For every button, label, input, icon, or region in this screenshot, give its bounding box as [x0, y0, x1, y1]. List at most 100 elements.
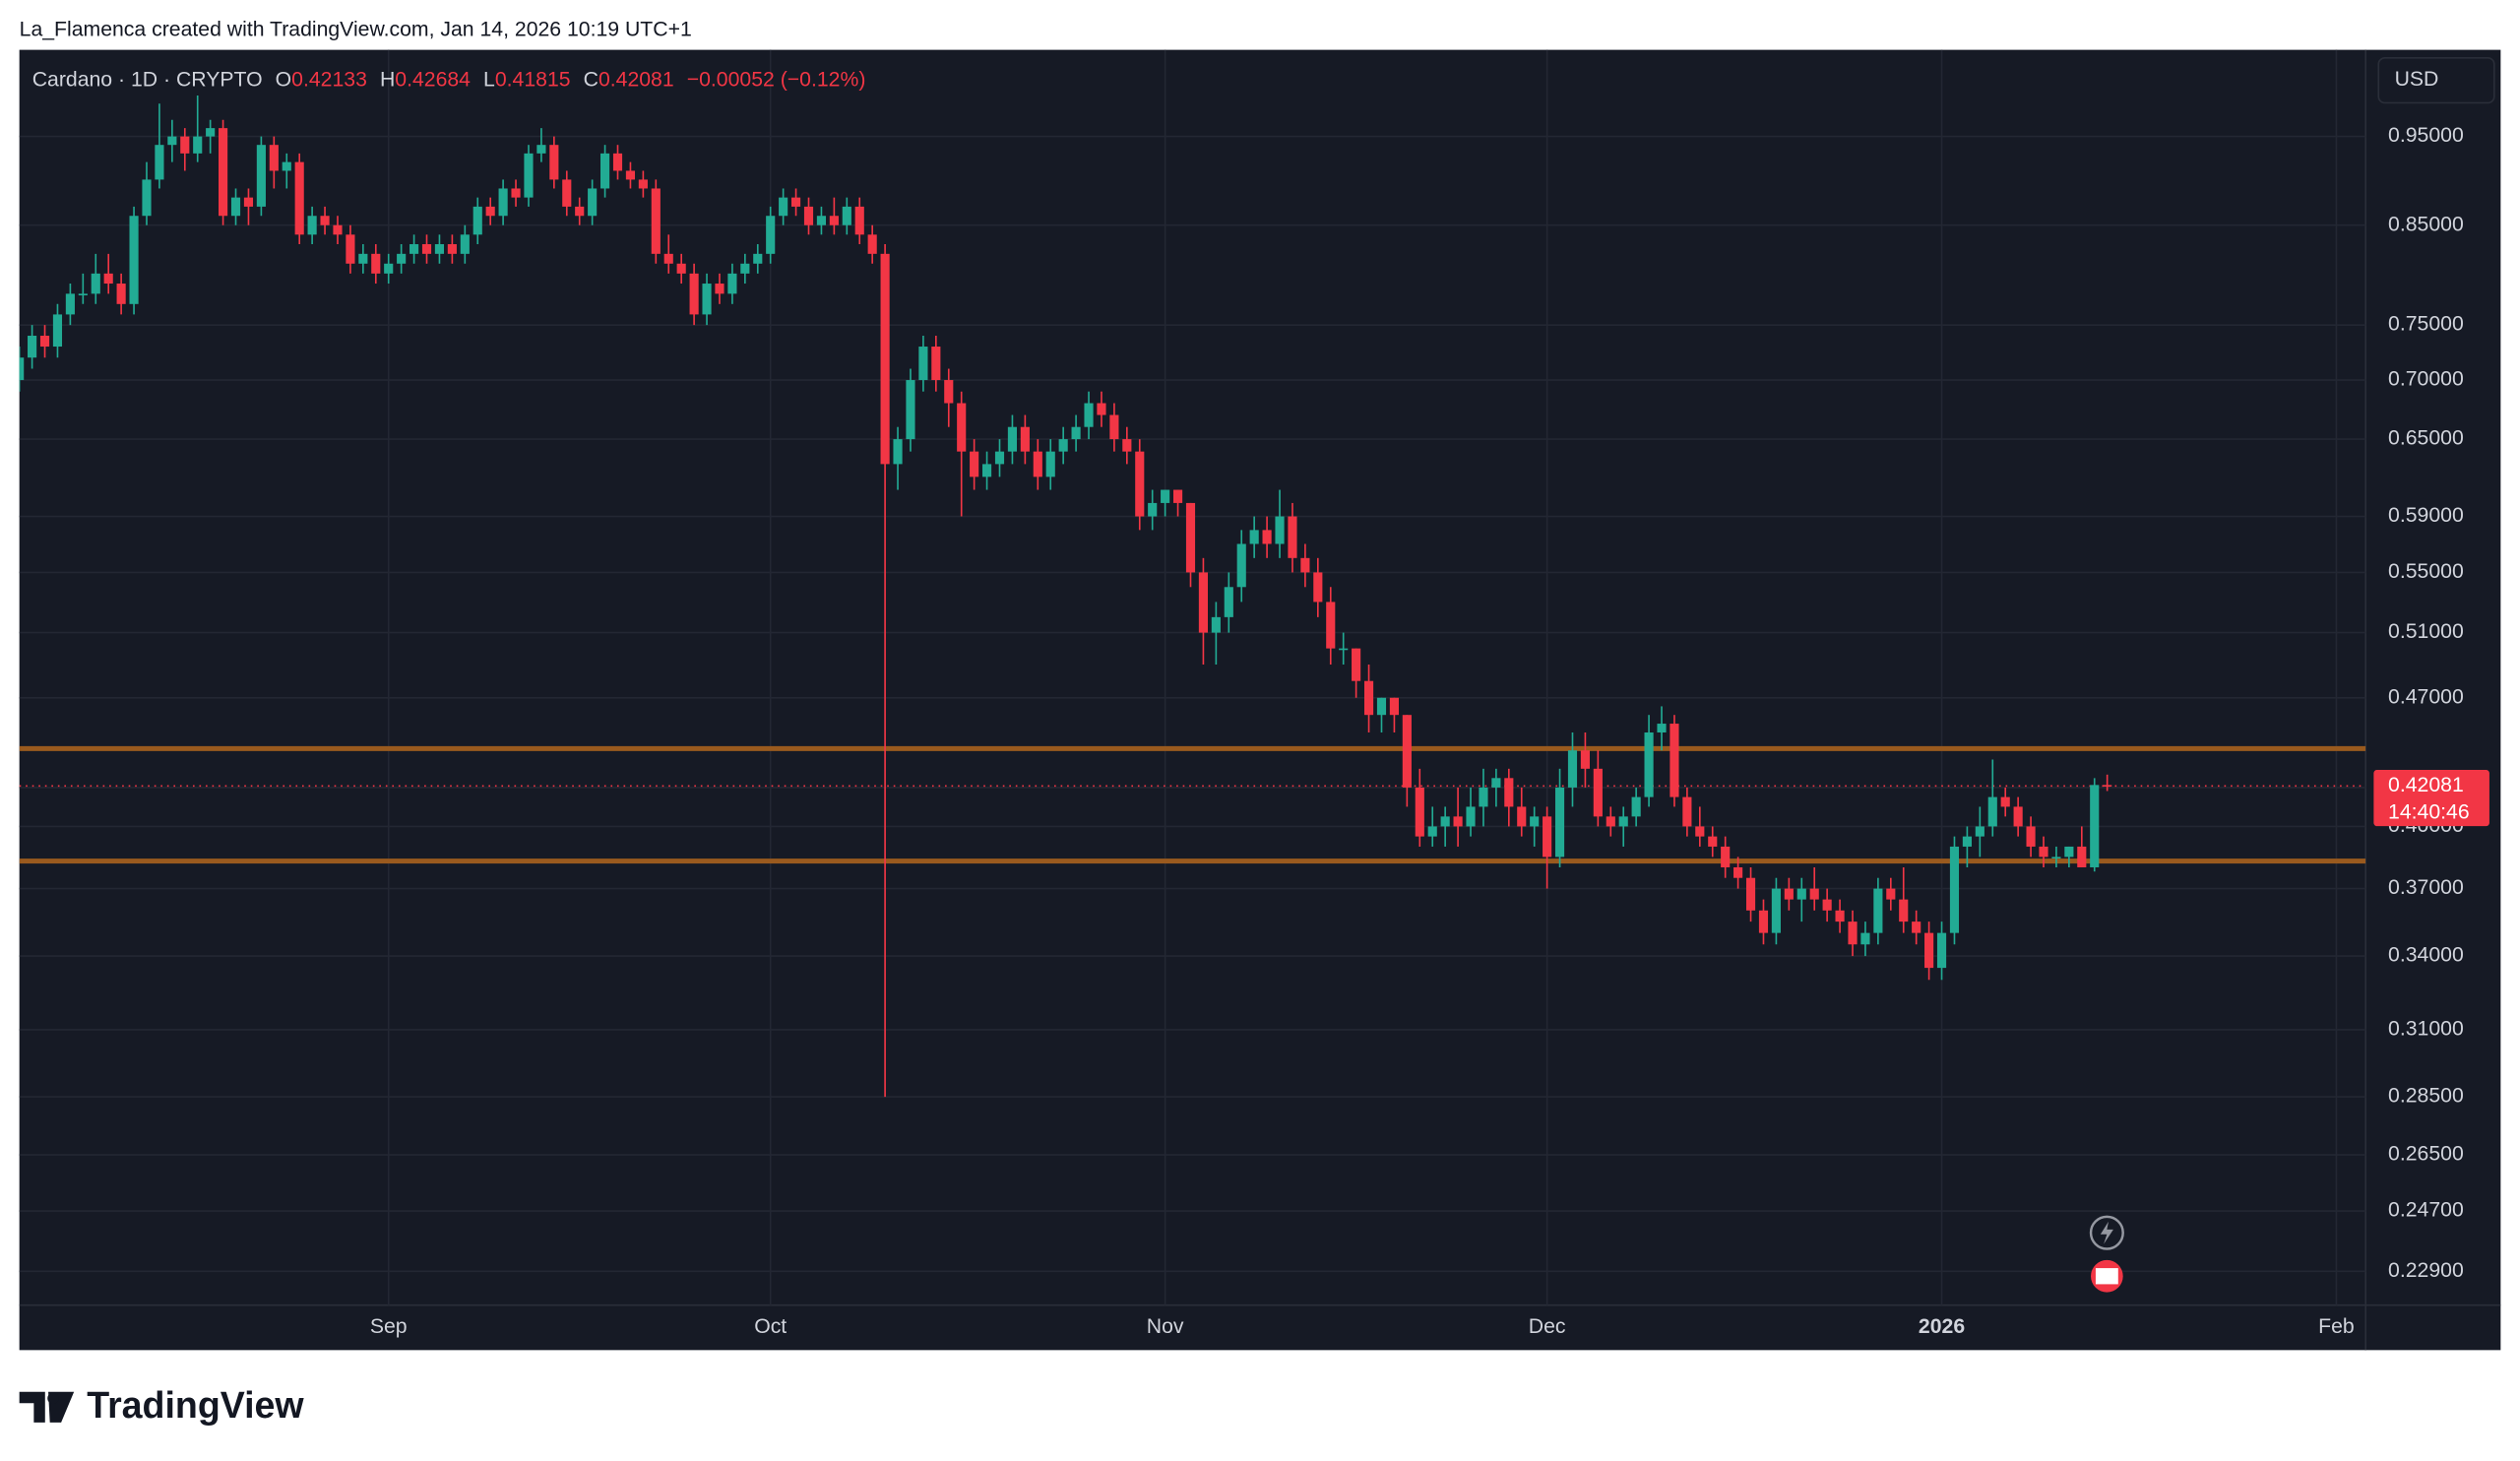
candle-body — [447, 244, 457, 254]
candle-body — [1288, 516, 1297, 558]
candle-body — [371, 253, 381, 274]
candle-body — [1899, 899, 1909, 922]
candle-body — [893, 439, 903, 465]
candle-body — [1593, 768, 1603, 817]
candle-body — [575, 206, 585, 217]
candle-body — [384, 263, 394, 274]
candle-body — [625, 170, 636, 180]
candle-body — [651, 188, 661, 254]
candle-body — [320, 216, 330, 225]
candle-body — [702, 284, 712, 315]
y-tick-label: 0.34000 — [2388, 944, 2464, 967]
brand: TradingView — [87, 1384, 304, 1426]
candle-body — [536, 145, 546, 154]
flag-icon — [2095, 1268, 2118, 1285]
candle-body — [753, 253, 763, 264]
candle-body — [1912, 921, 1922, 933]
y-tick-label: 0.31000 — [2388, 1018, 2464, 1041]
candles — [19, 95, 2112, 1098]
candle-body — [1543, 816, 1552, 858]
candle-body — [663, 253, 673, 264]
candle-body — [1466, 806, 1476, 827]
ohlc-value: 0.41815 — [495, 68, 571, 91]
candle-body — [1975, 826, 1984, 837]
x-tick-label: Sep — [370, 1315, 408, 1338]
currency[interactable]: USD — [2395, 68, 2439, 91]
candle-body — [1389, 697, 1399, 716]
candle-body — [142, 179, 152, 217]
candle-body — [1745, 877, 1756, 911]
candle-body — [307, 216, 317, 235]
ohlc-value: 0.42684 — [395, 68, 471, 91]
candle-body — [1758, 910, 1769, 933]
candle-body — [1886, 888, 1896, 900]
candle-body — [524, 153, 534, 198]
ohlc-value: 0.42081 — [598, 68, 674, 91]
candle-body — [1352, 648, 1361, 681]
candle-body — [906, 380, 915, 440]
candle-body — [829, 216, 839, 225]
candle-body — [1796, 888, 1806, 900]
candle-body — [1313, 572, 1323, 603]
candle-body — [1708, 836, 1718, 847]
candle-body — [612, 153, 623, 171]
candle-body — [549, 145, 559, 180]
y-tick-label: 0.85000 — [2388, 213, 2464, 235]
candle-body — [944, 380, 954, 404]
candle-body — [1415, 787, 1424, 837]
candle-body — [1045, 451, 1055, 477]
candle-body — [1771, 888, 1781, 933]
candle-body — [333, 224, 343, 235]
candle-body — [1517, 806, 1527, 827]
y-tick-label: 0.55000 — [2388, 560, 2464, 583]
y-tick-label: 0.70000 — [2388, 368, 2464, 391]
candle-body — [2103, 785, 2112, 787]
candle-body — [2051, 857, 2061, 859]
candle-body — [1339, 648, 1349, 651]
candle-body — [485, 206, 495, 217]
candle-body — [155, 145, 164, 180]
candle-body — [498, 188, 508, 217]
y-tick-label: 0.26500 — [2388, 1143, 2464, 1166]
candle-body — [2013, 806, 2023, 827]
currency-button[interactable] — [2377, 56, 2495, 104]
candle-body — [1606, 816, 1615, 827]
candle-body — [230, 197, 241, 217]
candle-body — [1376, 697, 1387, 716]
price-label: 0.42081 14:40:46 — [2373, 769, 2489, 827]
logo-dot — [47, 1392, 59, 1405]
candle-body — [562, 179, 572, 207]
countdown: 14:40:46 — [2388, 801, 2470, 824]
candle-body — [588, 188, 598, 217]
candle-body — [689, 273, 699, 315]
x-tick-label: Nov — [1147, 1315, 1184, 1338]
candle-body — [1172, 489, 1183, 503]
y-tick-label: 0.47000 — [2388, 685, 2464, 708]
candle-body — [2077, 846, 2087, 867]
candle-body — [1873, 888, 1883, 933]
candle-body — [78, 293, 88, 295]
candle-body — [779, 197, 788, 217]
candle-body — [994, 451, 1005, 465]
candle-body — [1618, 816, 1628, 827]
candle-body — [116, 284, 126, 304]
last-price: 0.42081 — [2388, 774, 2464, 796]
candle-body — [193, 136, 203, 154]
candle-body — [410, 244, 419, 254]
candle-body — [129, 216, 139, 304]
candle-body — [970, 451, 979, 477]
candle-body — [790, 197, 801, 207]
candle-body — [1784, 888, 1794, 900]
candle-body — [256, 145, 266, 207]
y-tick-label: 0.51000 — [2388, 620, 2464, 643]
candle-body — [1440, 816, 1450, 827]
candle-body — [1657, 724, 1667, 733]
candle-body — [2039, 846, 2048, 858]
candle-body — [715, 284, 724, 294]
candle-body — [2064, 846, 2074, 858]
candle-body — [600, 153, 610, 189]
candle-body — [867, 234, 877, 254]
event-icon[interactable] — [2089, 1215, 2124, 1250]
candle-body — [1236, 543, 1246, 588]
candle-body — [1809, 888, 1819, 900]
